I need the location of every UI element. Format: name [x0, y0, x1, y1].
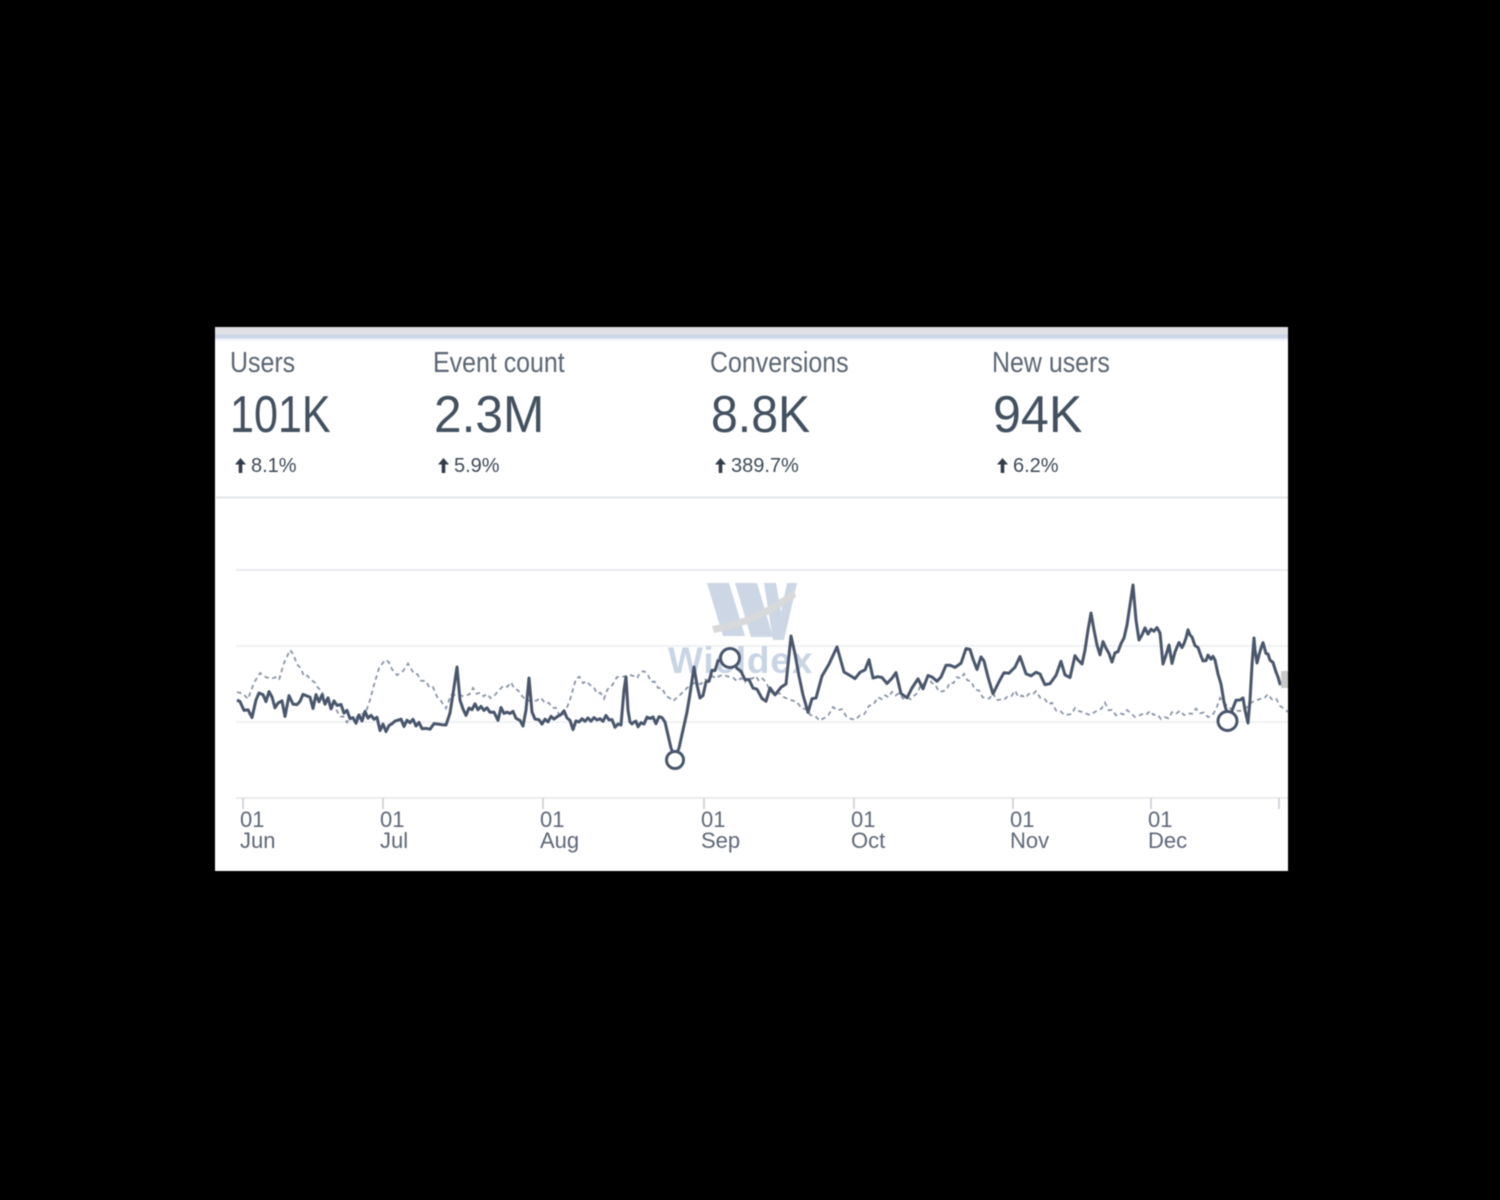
- svg-text:01: 01: [380, 807, 404, 832]
- svg-text:01: 01: [540, 807, 564, 832]
- svg-text:01: 01: [240, 807, 264, 832]
- svg-text:Sep: Sep: [701, 828, 740, 853]
- svg-text:Jun: Jun: [240, 828, 275, 853]
- svg-text:Oct: Oct: [851, 828, 885, 853]
- svg-text:01: 01: [851, 807, 875, 832]
- svg-text:01: 01: [1010, 807, 1034, 832]
- svg-text:01: 01: [1148, 807, 1172, 832]
- svg-text:Nov: Nov: [1010, 828, 1049, 853]
- svg-text:Aug: Aug: [540, 828, 579, 853]
- svg-text:Dec: Dec: [1148, 828, 1187, 853]
- svg-text:01: 01: [701, 807, 725, 832]
- svg-text:Jul: Jul: [380, 828, 408, 853]
